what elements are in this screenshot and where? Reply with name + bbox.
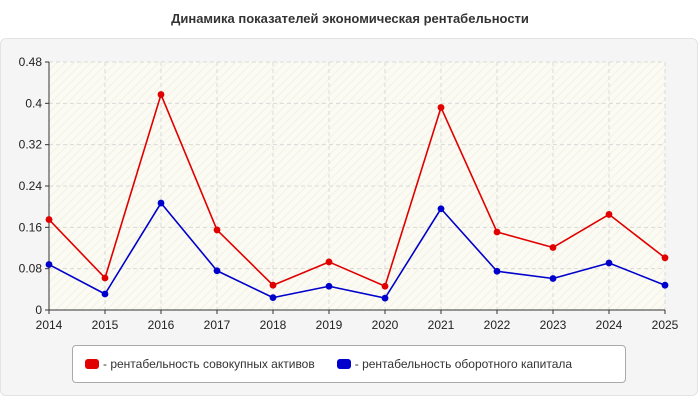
legend-entry-working-capital[interactable]: - рентабельность оборотного капитала <box>336 357 573 371</box>
x-tick-label: 2016 <box>148 318 175 332</box>
y-tick-label: 0.08 <box>19 262 43 276</box>
x-tick-label: 2022 <box>484 318 511 332</box>
data-point <box>549 275 557 282</box>
x-tick-label: 2023 <box>540 318 567 332</box>
data-point <box>549 244 557 251</box>
x-tick-label: 2020 <box>372 318 399 332</box>
data-point <box>213 226 221 234</box>
x-tick-label: 2025 <box>652 318 679 332</box>
data-point <box>45 216 53 223</box>
series-line-0 <box>48 93 666 288</box>
data-point <box>605 211 613 218</box>
x-tick-label: 2018 <box>260 318 287 332</box>
y-tick-label: 0.32 <box>19 138 43 152</box>
legend-label-working-capital: - рентабельность оборотного капитала <box>354 357 573 371</box>
legend-swatch-assets <box>85 359 99 369</box>
y-tick-label: 0.16 <box>19 220 43 234</box>
series-line-1 <box>48 202 666 299</box>
data-point <box>605 259 613 267</box>
data-point <box>101 274 109 282</box>
chart-title: Динамика показателей экономическая рента… <box>171 11 529 26</box>
x-tick-label: 2021 <box>428 318 455 332</box>
y-tick-label: 0 <box>35 303 42 317</box>
legend-entry-assets[interactable]: - рентабельность совокупных активов <box>85 357 315 371</box>
x-tick-label: 2019 <box>316 318 343 332</box>
data-point <box>157 91 165 98</box>
data-point <box>437 205 445 213</box>
legend: - рентабельность совокупных активов - ре… <box>72 345 626 383</box>
y-tick-label: 0.4 <box>25 96 42 110</box>
data-point <box>381 282 389 290</box>
y-tick-label: 0.24 <box>19 179 43 193</box>
data-point <box>157 199 165 207</box>
x-tick-label: 2017 <box>204 318 231 332</box>
data-point <box>325 282 333 290</box>
data-point <box>437 104 445 111</box>
x-tick-label: 2024 <box>596 318 623 332</box>
legend-swatch-working-capital <box>336 359 351 369</box>
data-point <box>661 254 669 262</box>
data-point <box>325 258 333 266</box>
data-point <box>661 281 669 289</box>
y-tick-label: 0.48 <box>19 55 43 69</box>
data-point <box>269 294 277 301</box>
data-point <box>269 281 277 289</box>
data-point <box>213 267 221 275</box>
legend-label-assets: - рентабельность совокупных активов <box>103 357 315 371</box>
data-point <box>493 267 501 275</box>
x-tick-label: 2015 <box>92 318 119 332</box>
x-tick-label: 2014 <box>36 318 63 332</box>
data-point <box>493 228 501 236</box>
data-point <box>101 290 109 298</box>
data-point <box>45 261 53 268</box>
data-point <box>381 294 389 302</box>
